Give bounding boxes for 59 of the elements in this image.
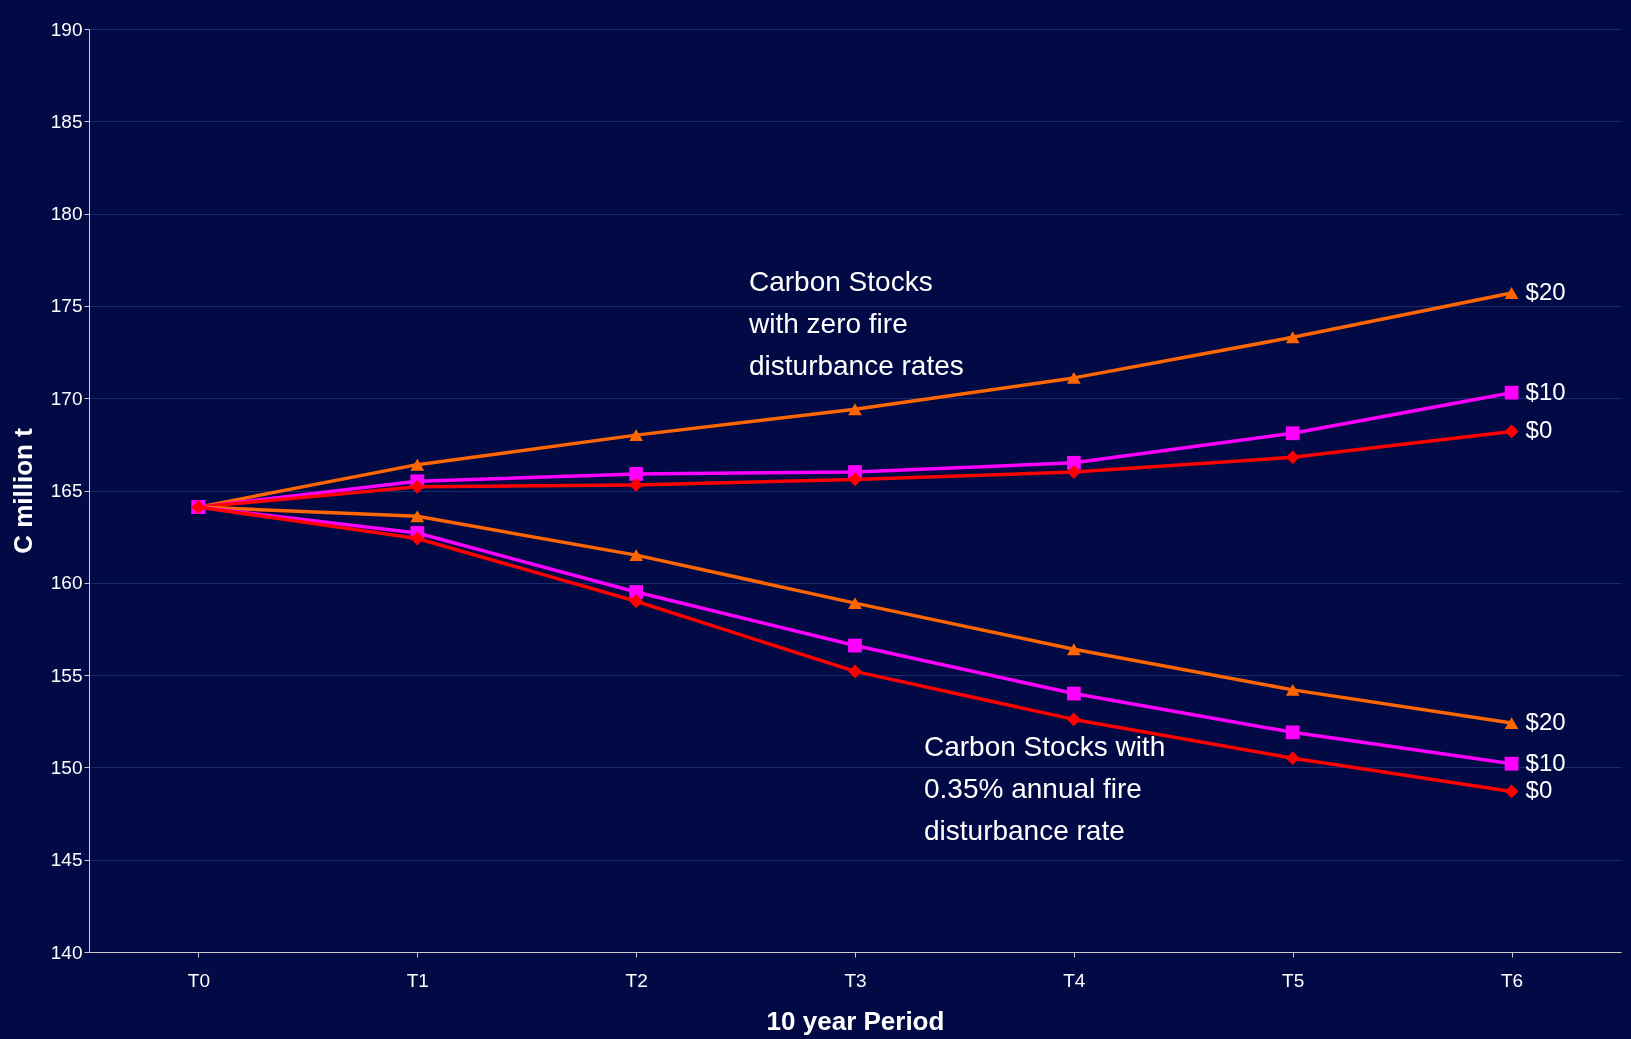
point — [410, 531, 425, 546]
point — [1504, 385, 1519, 400]
series-label: $10 — [1525, 748, 1566, 776]
point — [1285, 450, 1300, 465]
point — [1504, 287, 1519, 299]
point — [1285, 725, 1300, 740]
point — [1285, 331, 1300, 344]
x-tick-label: T0 — [187, 969, 211, 991]
point — [410, 479, 425, 494]
y-tick-label: 145 — [50, 849, 83, 871]
point — [1285, 751, 1300, 766]
point — [1066, 686, 1081, 701]
y-tick-label: 160 — [50, 572, 83, 594]
point — [1066, 465, 1081, 479]
x-tick-label: T6 — [1500, 969, 1524, 991]
series-label: $0 — [1525, 416, 1553, 444]
point — [848, 638, 862, 653]
point — [1504, 756, 1519, 771]
y-tick-label: 190 — [50, 18, 83, 40]
point — [1285, 426, 1300, 441]
y-tick-label: 170 — [50, 387, 83, 409]
point — [848, 472, 862, 487]
point — [410, 510, 425, 523]
point — [410, 458, 425, 471]
point — [629, 429, 644, 442]
series-label: $10 — [1525, 377, 1566, 405]
point — [1066, 712, 1081, 727]
x-tick-label: T5 — [1282, 969, 1305, 991]
y-tick-label: 185 — [50, 110, 83, 132]
x-tick-label: T3 — [844, 969, 867, 991]
series-label: $0 — [1525, 776, 1553, 804]
y-tick-label: 140 — [50, 941, 83, 963]
point — [1504, 717, 1519, 730]
x-tick-label: T1 — [406, 969, 429, 991]
point — [1066, 371, 1081, 384]
x-axis-title: 10 year Period — [766, 1005, 945, 1036]
series-label: $20 — [1525, 277, 1566, 305]
annotation: Carbon Stocks with 0.35% annual fire disturbance rate — [924, 731, 1166, 846]
point — [848, 403, 862, 416]
x-tick-label: T2 — [625, 969, 648, 991]
point — [1504, 424, 1519, 439]
point — [1066, 643, 1081, 656]
y-tick-label: 165 — [50, 480, 83, 501]
point — [1285, 683, 1300, 696]
y-tick-label: 180 — [50, 203, 83, 225]
point — [848, 664, 862, 679]
y-axis-title: C million t — [7, 427, 38, 554]
point — [629, 594, 644, 609]
y-tick-label: 150 — [50, 756, 83, 778]
x-tick-label: T4 — [1063, 969, 1086, 991]
point — [848, 597, 862, 610]
annotation: Carbon Stocks with zero fire disturbance rates — [748, 266, 964, 381]
series-label: $20 — [1525, 708, 1566, 736]
y-tick-label: 155 — [50, 664, 83, 686]
point — [1504, 784, 1519, 799]
point — [629, 549, 644, 562]
y-tick-label: 175 — [50, 295, 83, 317]
point — [629, 478, 644, 492]
point — [629, 466, 644, 481]
